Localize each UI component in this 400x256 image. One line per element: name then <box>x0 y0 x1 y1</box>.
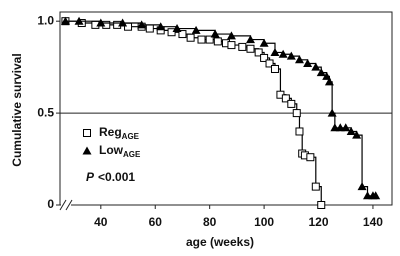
data-point <box>287 99 296 108</box>
data-point <box>286 51 296 60</box>
data-point <box>371 191 381 200</box>
data-point <box>270 47 280 56</box>
data-point <box>311 62 321 71</box>
data-point <box>270 64 279 73</box>
data-point <box>213 37 222 46</box>
data-point <box>327 108 337 117</box>
data-point <box>226 31 236 40</box>
x-tick-label: 120 <box>309 215 329 229</box>
y-tick-label: 0.5 <box>37 105 54 119</box>
x-tick-label: 80 <box>203 215 217 229</box>
data-point <box>210 29 220 38</box>
data-point <box>227 41 236 50</box>
data-point <box>294 55 304 64</box>
data-point <box>303 58 313 67</box>
data-point <box>311 182 320 191</box>
data-point <box>197 35 206 44</box>
data-point <box>260 53 269 62</box>
legend-label: RegAGE <box>99 125 140 141</box>
data-point <box>186 33 195 42</box>
legend-name: Reg <box>99 125 122 139</box>
plot-frame <box>59 11 393 206</box>
data-point <box>346 126 356 135</box>
axis-break-gap <box>61 202 71 208</box>
data-point <box>156 22 166 31</box>
axis-break <box>59 199 67 211</box>
data-point <box>205 35 214 44</box>
data-point <box>254 48 263 57</box>
data-point <box>352 130 362 139</box>
legend-marker <box>82 146 92 155</box>
data-point <box>316 68 326 77</box>
data-point <box>238 42 247 51</box>
data-point <box>357 182 367 191</box>
x-tick-label: 100 <box>254 215 274 229</box>
y-axis-label: Cumulative survival <box>10 53 24 166</box>
legend-subscript: AGE <box>123 150 141 159</box>
data-point <box>295 127 304 136</box>
legend-subscript: AGE <box>122 132 140 141</box>
data-point <box>281 94 290 103</box>
data-point <box>246 44 255 53</box>
data-point <box>278 49 288 58</box>
data-point <box>178 30 187 39</box>
data-point <box>96 18 106 27</box>
data-point <box>118 18 128 27</box>
data-point <box>322 71 332 80</box>
data-point <box>167 28 176 37</box>
x-tick-label: 40 <box>94 215 108 229</box>
p-text: <0.001 <box>98 170 135 184</box>
data-point <box>317 201 326 209</box>
legend-name: Low <box>99 143 124 157</box>
p-value: P <0.001 <box>86 170 135 184</box>
x-tick-label: 60 <box>149 215 163 229</box>
y-tick-label: 1.0 <box>37 13 54 27</box>
data-point <box>245 35 255 44</box>
data-point <box>191 25 201 34</box>
y-tick-label: 0 <box>47 197 54 211</box>
axis-break <box>65 199 73 211</box>
x-tick-label: 140 <box>363 215 383 229</box>
data-point <box>306 153 315 162</box>
p-symbol: P <box>86 170 95 184</box>
data-point <box>341 123 351 132</box>
data-point <box>60 16 70 25</box>
data-point <box>324 77 334 86</box>
data-point <box>145 24 154 33</box>
data-point <box>137 20 147 29</box>
data-point <box>259 38 269 47</box>
data-point <box>265 59 274 68</box>
x-axis-label: age (weeks) <box>186 235 254 249</box>
legend-label: LowAGE <box>99 143 141 159</box>
legend-marker <box>83 129 91 137</box>
data-point <box>172 24 182 33</box>
data-point <box>74 16 84 25</box>
data-point <box>292 109 301 118</box>
